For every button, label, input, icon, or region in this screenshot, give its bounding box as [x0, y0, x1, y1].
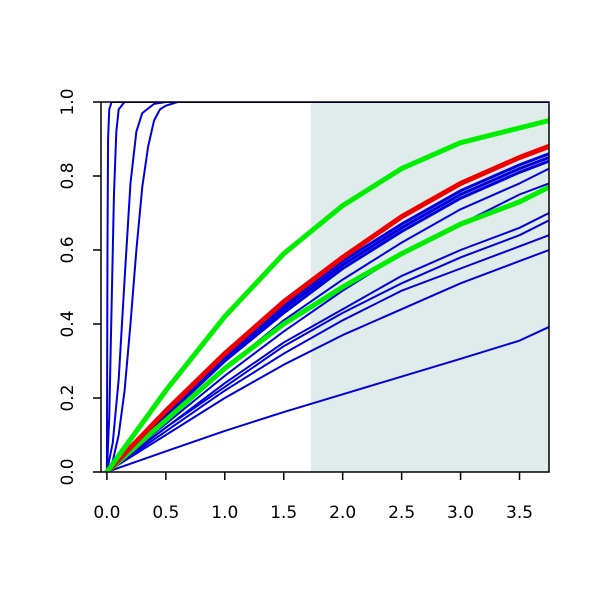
- series-line-1-blue: [105, 102, 549, 472]
- series-line-4-blue: [105, 102, 549, 472]
- x-tick-label: 3.5: [506, 503, 533, 523]
- x-tick-label: 2.0: [329, 503, 356, 523]
- y-tick-label: 0.4: [58, 310, 78, 337]
- series-line-5-blue: [105, 325, 549, 472]
- y-tick-label: 0.6: [58, 236, 78, 263]
- series-layer: [104, 102, 549, 472]
- x-tick-label: 2.5: [388, 503, 415, 523]
- axes: [93, 101, 550, 480]
- x-tick-label: 0.5: [152, 503, 179, 523]
- series-line-7-blue: [105, 234, 549, 472]
- x-tick-label: 1.0: [211, 503, 238, 523]
- y-tick-label: 1.0: [58, 88, 78, 115]
- series-line-9-blue: [105, 212, 549, 472]
- series-line-16-red: [104, 143, 549, 472]
- y-tick-label: 0.2: [58, 384, 78, 411]
- series-line-3-blue: [105, 102, 549, 472]
- series-line-12-blue: [105, 159, 549, 472]
- series-line-6-blue: [105, 249, 549, 472]
- x-tick-label: 0.0: [93, 503, 120, 523]
- y-tick-label: 0.0: [58, 458, 78, 485]
- series-line-17-green: [104, 118, 549, 472]
- plot-frame: [100, 101, 550, 473]
- x-tick-label: 1.5: [270, 503, 297, 523]
- series-line-2-blue: [105, 102, 549, 472]
- series-line-10-blue: [105, 182, 549, 472]
- series-line-15-green: [104, 184, 549, 472]
- x-tick-label: 3.0: [447, 503, 474, 523]
- tick-labels: 0.0 0.5 1.0 1.5 2.0 2.5 3.0 3.5 0.0 0.2 0.4 0.6 0.8 1…: [58, 88, 533, 523]
- y-tick-label: 0.8: [58, 162, 78, 189]
